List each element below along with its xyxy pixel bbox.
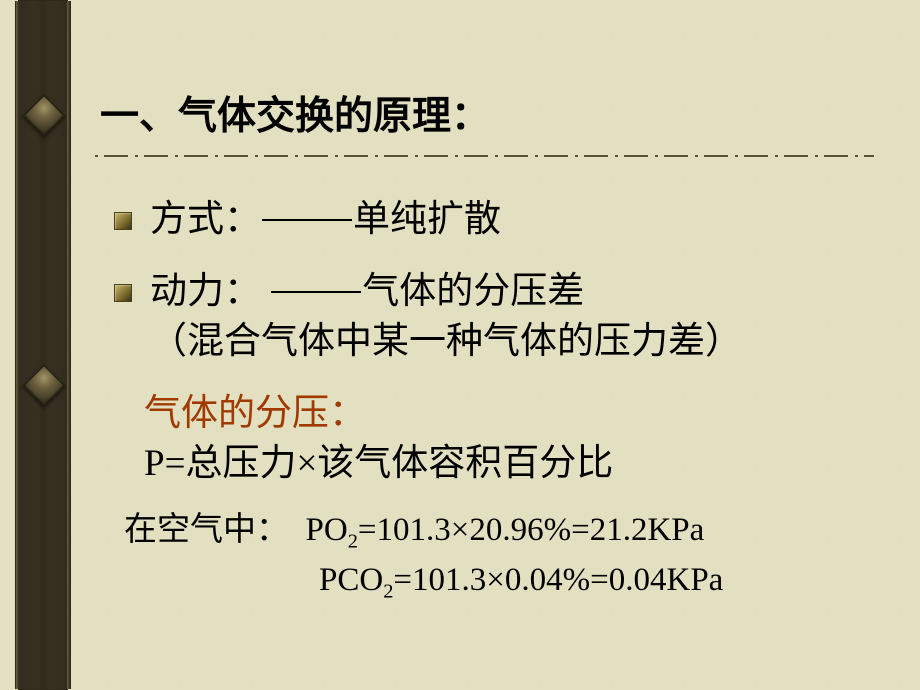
ornamental-rail — [18, 0, 68, 690]
bullet-item-power: 动力： 气体的分压差 （混合气体中某一种气体的压力差） — [114, 267, 895, 367]
rail-stud — [23, 95, 65, 137]
pco2-eq: =101.3×0.04%=0.04KPa — [393, 562, 723, 598]
po2-eq: =101.3×20.96%=21.2KPa — [358, 512, 704, 548]
power-note: （混合气体中某一种气体的压力差） — [150, 321, 742, 362]
partial-pressure-formula: P=总压力×该气体容积百分比 — [144, 443, 613, 484]
em-dash — [271, 291, 361, 293]
power-value: 气体的分压差 — [362, 271, 584, 312]
pco2-row: PCO2=101.3×0.04%=0.04KPa — [124, 557, 895, 607]
air-values-block: 在空气中： PO2=101.3×20.96%=21.2KPa PCO2=101.… — [114, 507, 895, 608]
method-label: 方式： — [150, 199, 261, 240]
slide-body: 方式： 单纯扩散 动力： 气体的分压差 （混合气体中某一种气体的压力差） 气体的分… — [100, 195, 895, 607]
pco2-sub: 2 — [383, 581, 393, 603]
power-label: 动力： — [150, 271, 270, 312]
bullet-text: 动力： 气体的分压差 （混合气体中某一种气体的压力差） — [150, 267, 742, 367]
slide-content: 一、气体交换的原理： 方式： 单纯扩散 动力： 气体的分压差 （混合气体中某一种气… — [100, 85, 895, 607]
bullet-icon — [114, 284, 132, 302]
bullet-icon — [114, 212, 132, 230]
bullet-item-method: 方式： 单纯扩散 — [114, 195, 895, 245]
pco2-label: PCO — [319, 562, 383, 598]
partial-pressure-heading: 气体的分压： — [144, 393, 366, 434]
air-prefix: 在空气中： — [124, 512, 289, 548]
rail-stud — [23, 365, 65, 407]
bullet-text: 方式： 单纯扩散 — [150, 195, 501, 245]
po2-sub: 2 — [348, 530, 358, 552]
title-divider — [94, 155, 874, 157]
partial-pressure-block: 气体的分压： P=总压力×该气体容积百分比 — [114, 389, 895, 489]
em-dash — [262, 219, 352, 221]
method-value: 单纯扩散 — [353, 199, 501, 240]
po2-label: PO — [306, 512, 348, 548]
slide-title: 一、气体交换的原理： — [100, 85, 895, 141]
